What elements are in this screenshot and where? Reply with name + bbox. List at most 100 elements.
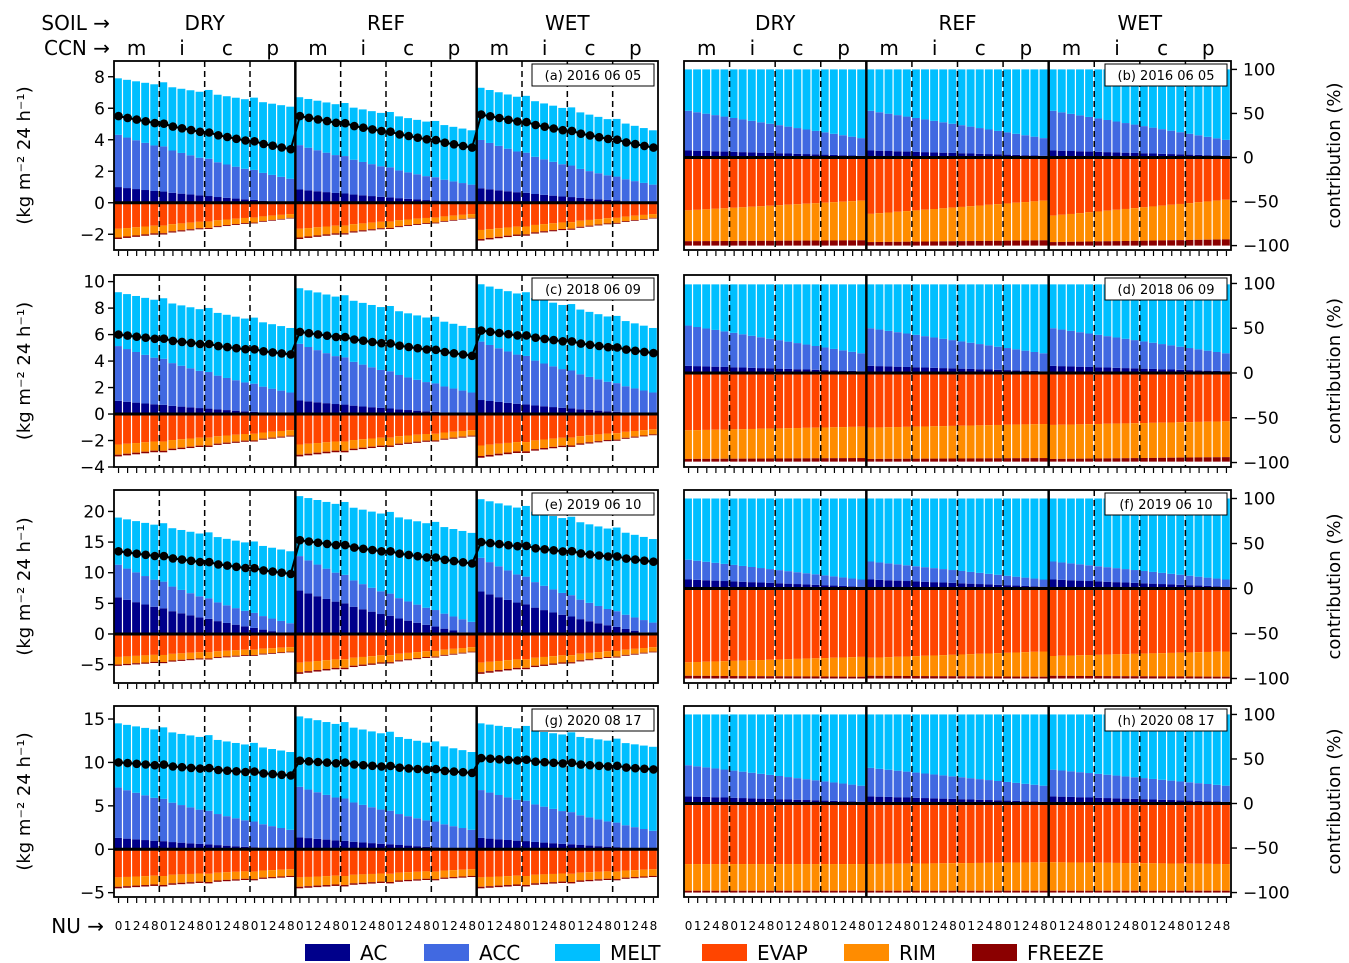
- bar-pct-rim: [820, 427, 829, 459]
- bar-acc: [549, 808, 558, 844]
- bar-freeze: [304, 453, 313, 456]
- bar-acc: [313, 150, 322, 192]
- bar-ac: [540, 610, 548, 634]
- bar-pct-acc: [1076, 115, 1084, 152]
- bar-pct-evap: [829, 803, 838, 865]
- bar-melt: [322, 294, 331, 354]
- bar-pct-evap: [1003, 373, 1011, 425]
- bar-pct-rim: [911, 210, 920, 242]
- bar-pct-evap: [948, 803, 957, 864]
- bar-ac: [186, 194, 195, 203]
- bar-ac: [195, 617, 204, 634]
- panel-label-right: (f) 2019 06 10: [1119, 498, 1212, 513]
- bar-melt: [268, 749, 276, 827]
- bar-evap: [240, 202, 249, 218]
- bar-evap: [268, 849, 276, 871]
- bar-acc: [567, 812, 576, 845]
- net-point: [186, 556, 196, 566]
- bar-pct-melt: [1057, 284, 1066, 330]
- bar-evap: [231, 633, 240, 651]
- bar-evap: [376, 633, 385, 656]
- bar-rim: [376, 873, 385, 882]
- bar-rim: [268, 431, 276, 438]
- bar-ac: [240, 626, 249, 634]
- bar-pct-ac: [993, 800, 1002, 804]
- bar-pct-melt: [693, 498, 702, 561]
- bar-pct-melt: [1076, 284, 1084, 333]
- bar-acc: [358, 161, 367, 196]
- bar-freeze: [150, 661, 159, 664]
- bar-rim: [250, 217, 258, 223]
- nu-tick-label: 8: [995, 919, 1003, 933]
- bar-pct-evap: [866, 157, 875, 214]
- bar-ac: [240, 199, 249, 203]
- bar-acc: [168, 150, 177, 193]
- bar-freeze: [639, 652, 648, 654]
- bar-pct-freeze: [1185, 890, 1194, 893]
- bar-evap: [376, 414, 385, 438]
- bar-ac: [367, 611, 376, 634]
- bar-evap: [531, 414, 539, 441]
- y-tick-label: −4: [80, 458, 105, 478]
- bar-pct-rim: [1057, 214, 1066, 242]
- net-point: [449, 767, 459, 776]
- net-point: [486, 538, 495, 548]
- net-point: [540, 545, 549, 554]
- bar-rim: [295, 662, 304, 673]
- bar-pct-evap: [802, 588, 811, 659]
- bar-acc: [621, 386, 630, 413]
- net-point: [612, 552, 622, 561]
- nu-tick-label: 8: [242, 919, 250, 933]
- bar-pct-melt: [948, 69, 957, 124]
- bar-ac: [395, 198, 403, 203]
- bar-pct-melt: [993, 69, 1002, 131]
- bar-pct-melt: [848, 284, 857, 352]
- bar-pct-rim: [1039, 651, 1048, 677]
- bar-ac: [549, 407, 558, 415]
- bar-pct-melt: [1148, 498, 1157, 572]
- bar-freeze: [349, 231, 358, 233]
- bar-pct-freeze: [984, 458, 993, 462]
- bar-pct-acc: [957, 125, 966, 154]
- net-point: [631, 763, 640, 773]
- bar-rim: [367, 873, 376, 883]
- bar-pct-melt: [911, 714, 920, 773]
- bar-evap: [522, 633, 530, 660]
- bar-pct-melt: [811, 69, 820, 131]
- bar-pct-evap: [693, 803, 702, 865]
- bar-pct-evap: [1085, 157, 1094, 213]
- bar-pct-melt: [693, 714, 702, 767]
- bar-evap: [150, 414, 159, 442]
- bar-pct-freeze: [1057, 241, 1066, 246]
- bar-melt: [322, 102, 331, 153]
- bar-rim: [295, 444, 304, 455]
- bar-pct-acc: [747, 335, 756, 368]
- bar-pct-melt: [939, 498, 948, 570]
- net-point: [640, 556, 649, 565]
- bar-rim: [159, 654, 168, 662]
- nu-tick-label: 2: [360, 919, 368, 933]
- bar-pct-freeze: [684, 675, 692, 679]
- bar-pct-acc: [893, 332, 902, 367]
- bar-pct-melt: [1221, 498, 1230, 580]
- bar-acc: [630, 388, 639, 414]
- bar-melt: [395, 116, 403, 171]
- bar-evap: [648, 849, 657, 870]
- net-point: [585, 760, 595, 770]
- bar-pct-acc: [948, 776, 957, 799]
- bar-freeze: [395, 226, 403, 228]
- bar-melt: [150, 299, 159, 358]
- bar-rim: [540, 656, 548, 665]
- bar-pct-ac: [930, 152, 939, 158]
- bar-pct-rim: [793, 204, 802, 241]
- net-point: [558, 547, 568, 556]
- bar-pct-evap: [911, 373, 920, 427]
- bar-rim: [648, 214, 657, 218]
- net-point: [159, 119, 169, 128]
- bar-rim: [585, 219, 594, 226]
- panel-label-right-box: [1104, 63, 1228, 87]
- bar-evap: [322, 633, 331, 661]
- bar-pct-melt: [866, 498, 875, 562]
- bar-pct-melt: [1221, 714, 1230, 786]
- bar-freeze: [630, 436, 639, 438]
